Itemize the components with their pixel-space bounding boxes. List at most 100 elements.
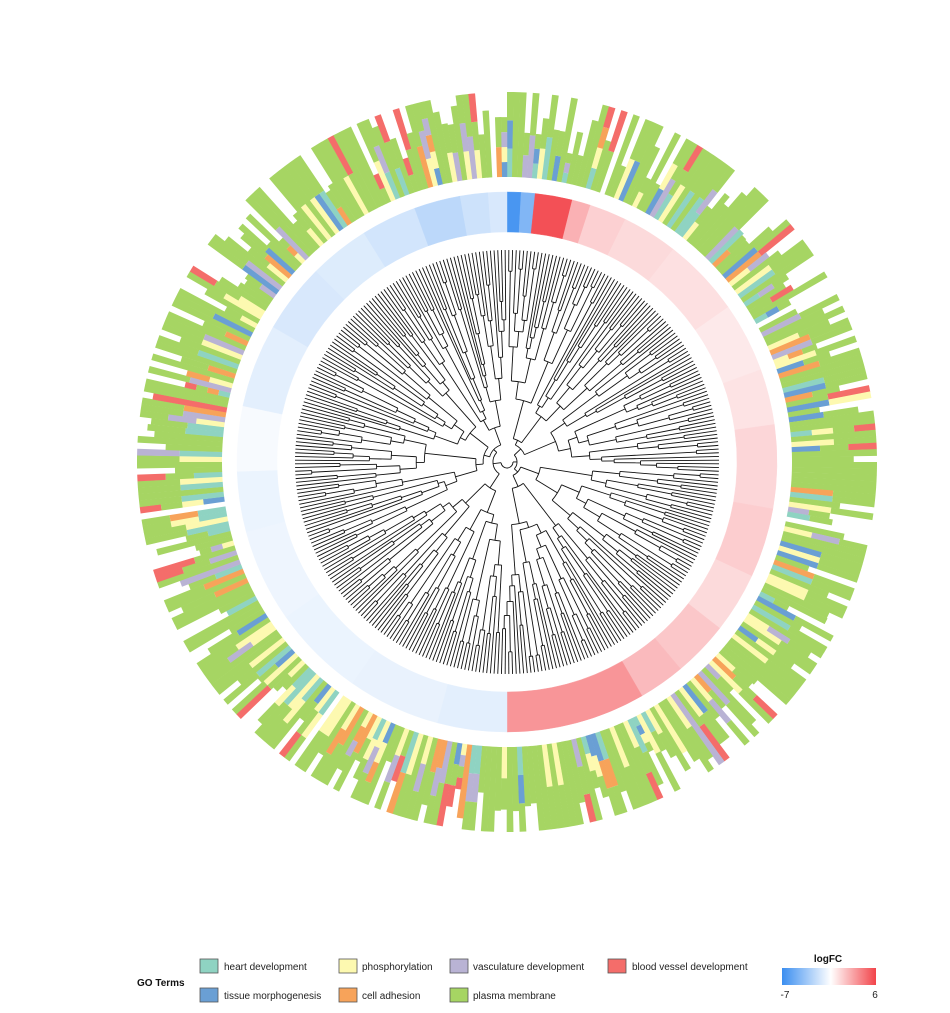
go-cell xyxy=(731,667,753,688)
dendrogram-branch xyxy=(545,608,554,635)
dendrogram-branch xyxy=(542,557,558,594)
go-cell xyxy=(465,772,475,802)
dendrogram-branch xyxy=(657,482,682,487)
dendrogram-branch xyxy=(566,414,587,427)
go-cell xyxy=(154,430,224,443)
dendrogram-arc xyxy=(530,336,534,339)
dendrogram-branch xyxy=(398,601,410,617)
dendrogram-branch xyxy=(535,534,542,548)
go-cell xyxy=(482,110,493,178)
dendrogram-branch xyxy=(468,615,475,644)
dendrogram-branch xyxy=(522,591,532,657)
dendrogram-branch xyxy=(471,645,477,672)
dendrogram-branch xyxy=(459,309,485,388)
dendrogram-branch xyxy=(491,514,495,524)
go-cell xyxy=(516,92,527,178)
dendrogram-arc xyxy=(584,385,590,392)
go-cell xyxy=(441,123,453,154)
dendrogram-branch xyxy=(371,298,404,337)
dendrogram-branch xyxy=(618,313,659,353)
dendrogram-branch xyxy=(589,439,617,446)
go-cell xyxy=(264,254,293,279)
go-cell xyxy=(501,132,508,148)
go-cell xyxy=(163,317,206,340)
dendrogram-arc xyxy=(602,533,607,540)
go-cell xyxy=(575,737,603,822)
go-cell xyxy=(300,203,332,241)
dendrogram-branch xyxy=(415,270,435,310)
go-cell xyxy=(645,771,664,801)
go-cell xyxy=(753,312,769,325)
dendrogram-branch xyxy=(372,479,438,498)
dendrogram-branch xyxy=(532,584,536,600)
dendrogram-arc xyxy=(552,523,559,529)
go-cell xyxy=(788,411,824,423)
dendrogram-branch xyxy=(681,484,718,491)
dendrogram-arc xyxy=(452,314,457,317)
logfc-ring xyxy=(236,191,778,733)
dendrogram-arc xyxy=(400,495,403,500)
go-cell xyxy=(282,663,310,691)
go-cell xyxy=(213,577,249,598)
go-cell xyxy=(221,540,235,549)
dendrogram-branch xyxy=(353,350,425,403)
dendrogram-arc xyxy=(465,426,477,441)
dendrogram-branch xyxy=(622,351,639,366)
go-cell xyxy=(171,299,251,342)
dendrogram-arc xyxy=(462,350,468,354)
dendrogram-branch xyxy=(511,651,513,674)
dendrogram-arc xyxy=(522,561,530,564)
go-cell xyxy=(301,676,324,703)
go-cell xyxy=(787,506,810,516)
dendrogram-arc xyxy=(521,319,527,322)
dendrogram-branch xyxy=(396,409,416,420)
dendrogram-branch xyxy=(641,521,684,541)
go-cell xyxy=(185,530,209,542)
dendrogram-arc xyxy=(511,380,526,384)
dendrogram-branch xyxy=(315,533,357,554)
dendrogram-arc xyxy=(338,430,341,436)
dendrogram-arc xyxy=(408,601,413,605)
go-cell xyxy=(678,686,704,718)
go-cell xyxy=(533,148,541,164)
dendrogram-arc xyxy=(601,579,605,584)
dendrogram-arc xyxy=(395,407,399,413)
dendrogram-branch xyxy=(646,428,680,436)
dendrogram-branch xyxy=(460,437,466,441)
dendrogram-arc xyxy=(667,359,670,363)
go-cell xyxy=(832,496,875,508)
dendrogram-branch xyxy=(444,506,470,536)
go-cell xyxy=(678,211,701,238)
go-cell xyxy=(325,189,342,210)
dendrogram-branch xyxy=(325,488,354,495)
dendrogram-branch xyxy=(700,473,719,476)
dendrogram-arc xyxy=(661,377,664,382)
dendrogram-branch xyxy=(374,295,407,335)
logfc-legend-title: logFC xyxy=(814,954,842,965)
go-cell xyxy=(816,563,859,583)
dendrogram-arc xyxy=(489,444,501,458)
go-cell xyxy=(487,746,498,832)
go-cell xyxy=(791,476,877,489)
dendrogram-branch xyxy=(478,251,489,321)
dendrogram-branch xyxy=(589,273,606,303)
go-cell xyxy=(539,118,550,149)
go-cell xyxy=(309,196,340,235)
go-cell xyxy=(278,237,291,250)
go-cell xyxy=(650,730,667,752)
go-cell xyxy=(226,641,254,663)
legend-label-heart-development: heart development xyxy=(224,962,307,973)
dendrogram-branch xyxy=(471,252,480,295)
go-cell xyxy=(296,708,319,735)
dendrogram-branch xyxy=(471,298,481,334)
dendrogram-branch xyxy=(350,318,379,345)
dendrogram-branch xyxy=(560,632,572,665)
go-cell xyxy=(185,516,229,531)
go-cell xyxy=(340,703,361,731)
go-cell xyxy=(200,644,239,675)
go-cell xyxy=(348,172,374,213)
dendrogram-branch xyxy=(453,581,459,593)
dendrogram-arc xyxy=(535,654,540,656)
dendrogram-branch xyxy=(513,448,522,456)
dendrogram-branch xyxy=(611,492,711,523)
